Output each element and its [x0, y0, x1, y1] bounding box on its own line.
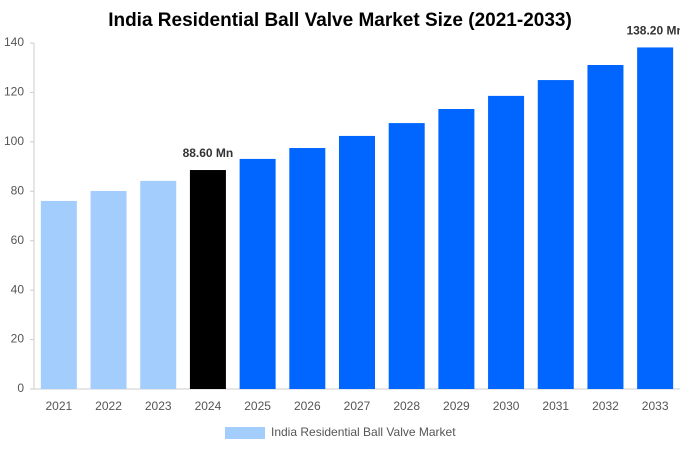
y-tick-label: 0	[17, 381, 24, 395]
x-tick-label: 2031	[542, 399, 569, 413]
bar	[587, 64, 624, 389]
bar	[239, 158, 276, 389]
bar	[388, 123, 425, 390]
x-tick-label: 2028	[393, 399, 420, 413]
y-tick-label: 80	[11, 183, 25, 197]
x-tick-label: 2030	[493, 399, 520, 413]
x-tick-label: 2032	[592, 399, 619, 413]
x-tick-label: 2022	[95, 399, 122, 413]
bar	[90, 191, 127, 389]
bar	[339, 135, 375, 389]
bar	[140, 180, 177, 389]
value-label: 138.20 Mn	[626, 24, 680, 38]
bar	[438, 108, 475, 389]
y-tick-label: 40	[11, 282, 25, 296]
x-tick-label: 2024	[195, 399, 222, 413]
x-tick-label: 2025	[244, 399, 271, 413]
x-tick-label: 2023	[145, 399, 172, 413]
y-tick-label: 20	[11, 332, 25, 346]
bar	[637, 47, 674, 389]
bar	[189, 170, 226, 389]
bar	[488, 95, 525, 389]
bar	[537, 80, 574, 390]
x-tick-label: 2026	[294, 399, 321, 413]
x-tick-label: 2021	[45, 399, 72, 413]
chart-title: India Residential Ball Valve Market Size…	[108, 10, 572, 31]
bar	[289, 148, 326, 389]
legend-swatch	[225, 427, 265, 439]
bar	[40, 200, 77, 389]
x-tick-label: 2033	[642, 399, 669, 413]
y-tick-label: 60	[11, 233, 25, 247]
y-tick-label: 120	[4, 85, 24, 99]
legend-label: India Residential Ball Valve Market	[271, 425, 456, 439]
y-tick-label: 140	[4, 35, 24, 49]
x-tick-label: 2027	[344, 399, 371, 413]
x-tick-label: 2029	[443, 399, 470, 413]
value-label: 88.60 Mn	[183, 146, 234, 160]
y-tick-label: 100	[4, 134, 24, 148]
